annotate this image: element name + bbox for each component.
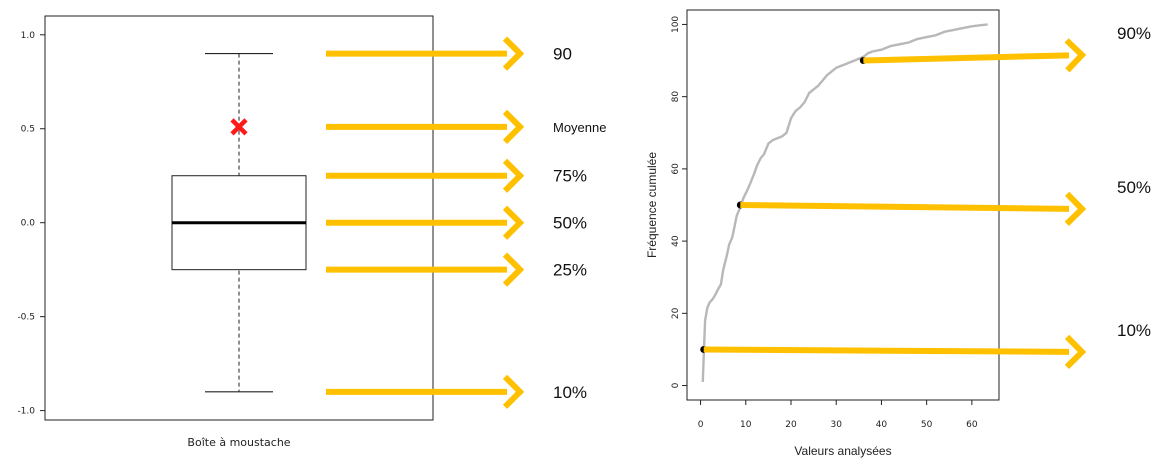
annotation-label: Moyenne — [553, 120, 606, 135]
annotation-label: 50% — [553, 214, 587, 233]
cumulative-y-label: Fréquence cumulée — [645, 152, 659, 258]
x-tick-label: 50 — [921, 420, 933, 430]
annotation-arrow — [326, 252, 525, 287]
annotation-label: 50% — [1117, 178, 1151, 197]
annotation-arrow — [326, 374, 525, 409]
annotation-arrow — [740, 191, 1087, 226]
boxplot-annotations: 90 Moyenne 75% 50% 25% 10% — [326, 36, 606, 409]
x-tick-label: 60 — [966, 420, 978, 430]
cumulative-frame — [686, 9, 1000, 401]
y-tick-label: 80 — [671, 91, 681, 103]
cumulative-annotations: 10% 50% 90% — [703, 24, 1151, 370]
y-tick-label: 40 — [671, 235, 681, 247]
boxplot-chart: 1.0 0.5 0.0 -0.5 -1.0 Boîte à moustache 90 Mo… — [17, 15, 606, 449]
cumulative-chart: 0 20 40 60 80 100 0 10 20 30 40 50 60 Valeurs analy… — [645, 9, 1151, 458]
y-tick-label: -0.5 — [17, 313, 35, 323]
cumulative-x-label: Valeurs analysées — [794, 444, 891, 458]
annotation-arrow — [326, 205, 525, 240]
x-tick-label: 10 — [740, 420, 752, 430]
y-tick-label: 0.5 — [21, 125, 35, 135]
cumulative-x-axis: 0 10 20 30 40 50 60 — [698, 400, 978, 430]
annotation-arrow — [703, 334, 1087, 370]
annotation-arrow — [326, 36, 525, 71]
annotation-arrow — [326, 158, 525, 193]
annotation-label: 90% — [1117, 24, 1151, 43]
y-tick-label: 100 — [671, 16, 681, 33]
annotation-arrow — [326, 109, 525, 144]
x-tick-label: 40 — [876, 420, 888, 430]
mean-marker — [230, 118, 248, 136]
y-tick-label: 0.0 — [21, 219, 36, 229]
annotation-label: 90 — [553, 45, 572, 64]
y-tick-label: 20 — [671, 307, 681, 319]
cumulative-y-axis: 0 20 40 60 80 100 — [671, 16, 687, 388]
y-tick-label: 60 — [671, 163, 681, 175]
x-tick-label: 30 — [830, 420, 842, 430]
y-tick-label: 0 — [671, 382, 681, 388]
cumulative-frequency-line — [701, 23, 988, 382]
annotation-arrow — [863, 38, 1087, 73]
y-tick-label: -1.0 — [17, 407, 35, 417]
annotation-label: 25% — [553, 261, 587, 280]
x-tick-label: 0 — [698, 420, 704, 430]
annotation-label: 10% — [1117, 321, 1151, 340]
y-tick-label: 1.0 — [21, 31, 36, 41]
annotation-label: 10% — [553, 383, 587, 402]
annotation-label: 75% — [553, 167, 587, 186]
boxplot-y-axis: 1.0 0.5 0.0 -0.5 -1.0 — [17, 31, 46, 417]
boxplot-x-label: Boîte à moustache — [187, 436, 290, 449]
x-tick-label: 20 — [785, 420, 797, 430]
